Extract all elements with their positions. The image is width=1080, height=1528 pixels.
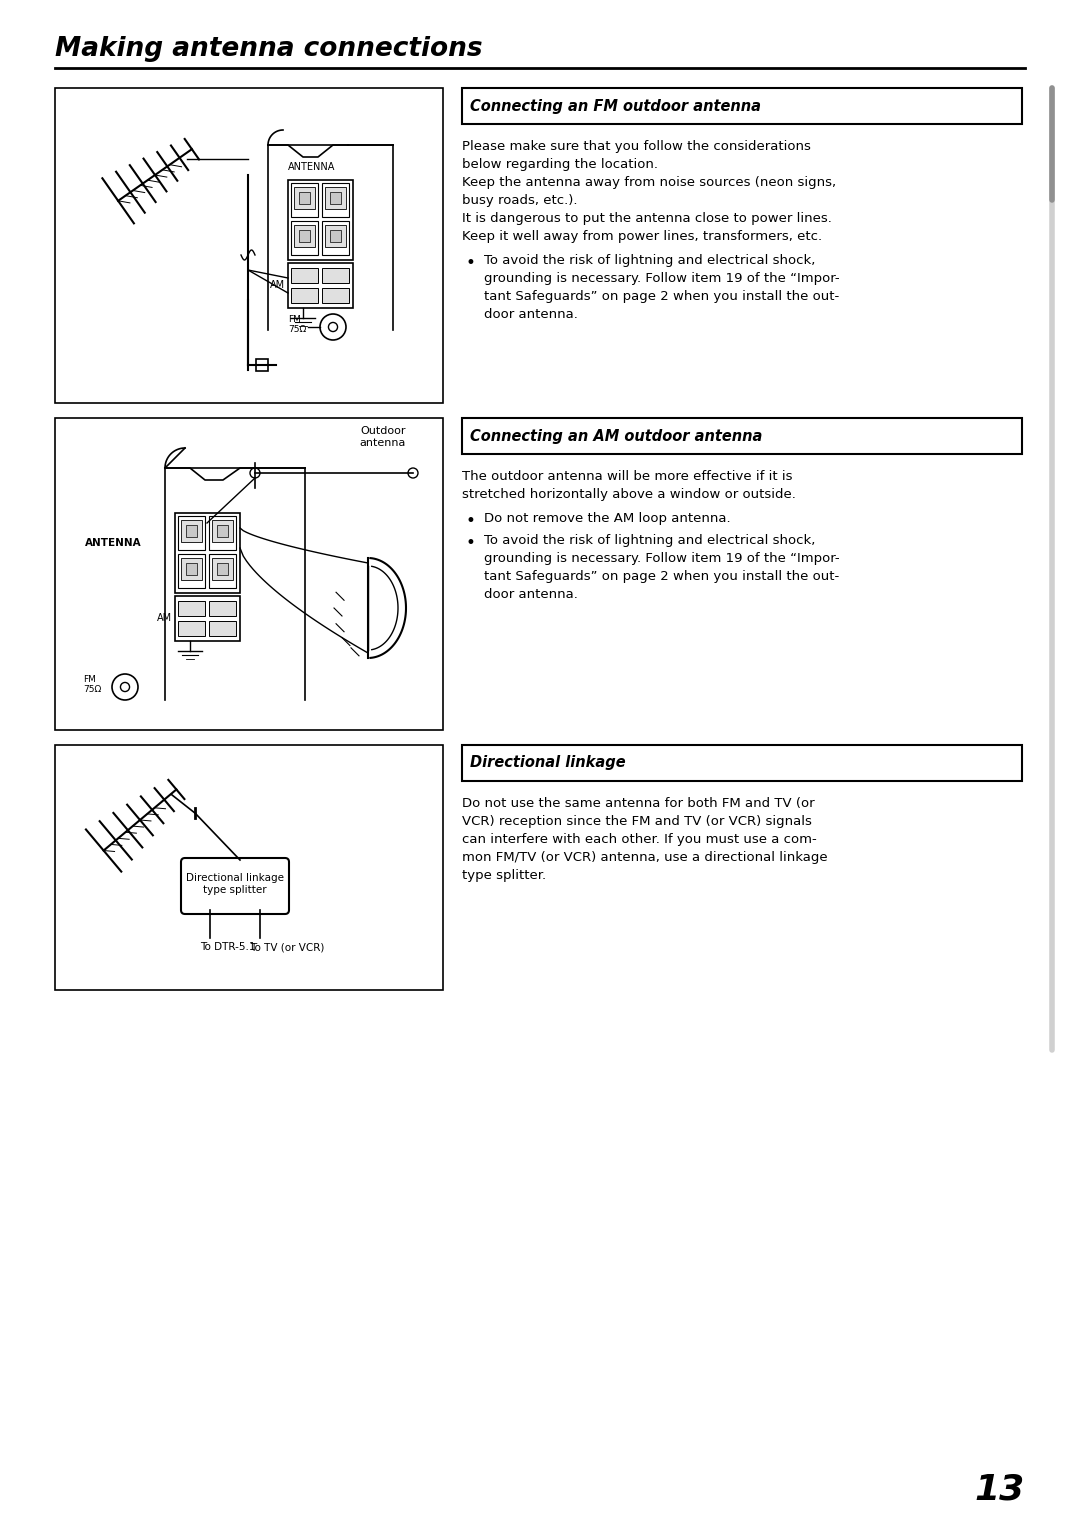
Bar: [175, 596, 240, 642]
Circle shape: [121, 683, 130, 692]
Text: FM
75Ω: FM 75Ω: [83, 675, 102, 694]
Bar: [291, 222, 318, 255]
Circle shape: [112, 674, 138, 700]
Text: Directional linkage: Directional linkage: [470, 755, 625, 770]
Text: type splitter.: type splitter.: [462, 869, 546, 882]
Bar: [330, 231, 341, 241]
Text: ANTENNA: ANTENNA: [85, 538, 141, 549]
Text: Making antenna connections: Making antenna connections: [55, 37, 483, 63]
Text: mon FM/TV (or VCR) antenna, use a directional linkage: mon FM/TV (or VCR) antenna, use a direct…: [462, 851, 827, 863]
Text: To DTR-5.1: To DTR-5.1: [200, 941, 256, 952]
Bar: [294, 186, 315, 209]
Text: 13: 13: [975, 1473, 1025, 1507]
Bar: [322, 267, 349, 283]
Bar: [462, 89, 1022, 124]
Text: AM: AM: [157, 613, 172, 623]
Bar: [217, 562, 228, 575]
Text: VCR) reception since the FM and TV (or VCR) signals: VCR) reception since the FM and TV (or V…: [462, 814, 812, 828]
Text: •: •: [465, 533, 475, 552]
Bar: [322, 287, 349, 303]
Bar: [330, 193, 341, 205]
Text: To avoid the risk of lightning and electrical shock,: To avoid the risk of lightning and elect…: [484, 533, 815, 547]
Bar: [212, 520, 233, 542]
Bar: [210, 601, 237, 616]
Text: grounding is necessary. Follow item 19 of the “Impor-: grounding is necessary. Follow item 19 o…: [484, 552, 839, 565]
Bar: [217, 526, 228, 536]
Text: It is dangerous to put the antenna close to power lines.: It is dangerous to put the antenna close…: [462, 212, 832, 225]
Bar: [178, 601, 205, 616]
Bar: [210, 555, 237, 588]
Bar: [462, 419, 1022, 454]
Text: Do not use the same antenna for both FM and TV (or: Do not use the same antenna for both FM …: [462, 798, 814, 810]
Circle shape: [249, 468, 260, 478]
Text: Outdoor
antenna: Outdoor antenna: [360, 426, 406, 448]
Bar: [178, 555, 205, 588]
Text: tant Safeguards” on page 2 when you install the out-: tant Safeguards” on page 2 when you inst…: [484, 290, 839, 303]
Bar: [288, 263, 353, 309]
Bar: [212, 558, 233, 581]
Bar: [325, 225, 346, 248]
Text: AM: AM: [270, 280, 285, 290]
Text: stretched horizontally above a window or outside.: stretched horizontally above a window or…: [462, 487, 796, 501]
Bar: [322, 183, 349, 217]
Text: •: •: [465, 512, 475, 530]
Text: •: •: [465, 254, 475, 272]
Bar: [256, 359, 268, 371]
Bar: [178, 516, 205, 550]
Text: Please make sure that you follow the considerations: Please make sure that you follow the con…: [462, 141, 811, 153]
Circle shape: [408, 468, 418, 478]
Bar: [291, 183, 318, 217]
Text: To TV (or VCR): To TV (or VCR): [249, 941, 324, 952]
Text: The outdoor antenna will be more effective if it is: The outdoor antenna will be more effecti…: [462, 471, 793, 483]
Text: To avoid the risk of lightning and electrical shock,: To avoid the risk of lightning and elect…: [484, 254, 815, 267]
Bar: [55, 419, 443, 730]
Text: Connecting an AM outdoor antenna: Connecting an AM outdoor antenna: [470, 428, 762, 443]
Bar: [210, 516, 237, 550]
Bar: [291, 267, 318, 283]
Bar: [186, 526, 197, 536]
Text: door antenna.: door antenna.: [484, 588, 578, 601]
Bar: [181, 558, 202, 581]
Bar: [55, 89, 443, 403]
Bar: [178, 620, 205, 636]
Bar: [55, 746, 443, 990]
Bar: [291, 287, 318, 303]
Text: grounding is necessary. Follow item 19 of the “Impor-: grounding is necessary. Follow item 19 o…: [484, 272, 839, 286]
Bar: [299, 193, 310, 205]
Text: tant Safeguards” on page 2 when you install the out-: tant Safeguards” on page 2 when you inst…: [484, 570, 839, 584]
Bar: [181, 520, 202, 542]
Circle shape: [328, 322, 338, 332]
Bar: [186, 562, 197, 575]
Text: FM
75Ω: FM 75Ω: [288, 315, 307, 335]
Bar: [294, 225, 315, 248]
Text: ANTENNA: ANTENNA: [288, 162, 336, 173]
Bar: [299, 231, 310, 241]
Text: below regarding the location.: below regarding the location.: [462, 157, 658, 171]
Text: Keep it well away from power lines, transformers, etc.: Keep it well away from power lines, tran…: [462, 231, 822, 243]
Text: door antenna.: door antenna.: [484, 309, 578, 321]
Text: busy roads, etc.).: busy roads, etc.).: [462, 194, 578, 206]
Circle shape: [320, 313, 346, 341]
Bar: [288, 180, 353, 260]
Bar: [462, 746, 1022, 781]
Text: Do not remove the AM loop antenna.: Do not remove the AM loop antenna.: [484, 512, 731, 526]
Bar: [322, 222, 349, 255]
Bar: [325, 186, 346, 209]
Bar: [175, 513, 240, 593]
Text: Keep the antenna away from noise sources (neon signs,: Keep the antenna away from noise sources…: [462, 176, 836, 189]
Text: Connecting an FM outdoor antenna: Connecting an FM outdoor antenna: [470, 98, 761, 113]
Bar: [210, 620, 237, 636]
Text: can interfere with each other. If you must use a com-: can interfere with each other. If you mu…: [462, 833, 816, 847]
Text: Directional linkage
type splitter: Directional linkage type splitter: [186, 872, 284, 895]
FancyBboxPatch shape: [181, 859, 289, 914]
